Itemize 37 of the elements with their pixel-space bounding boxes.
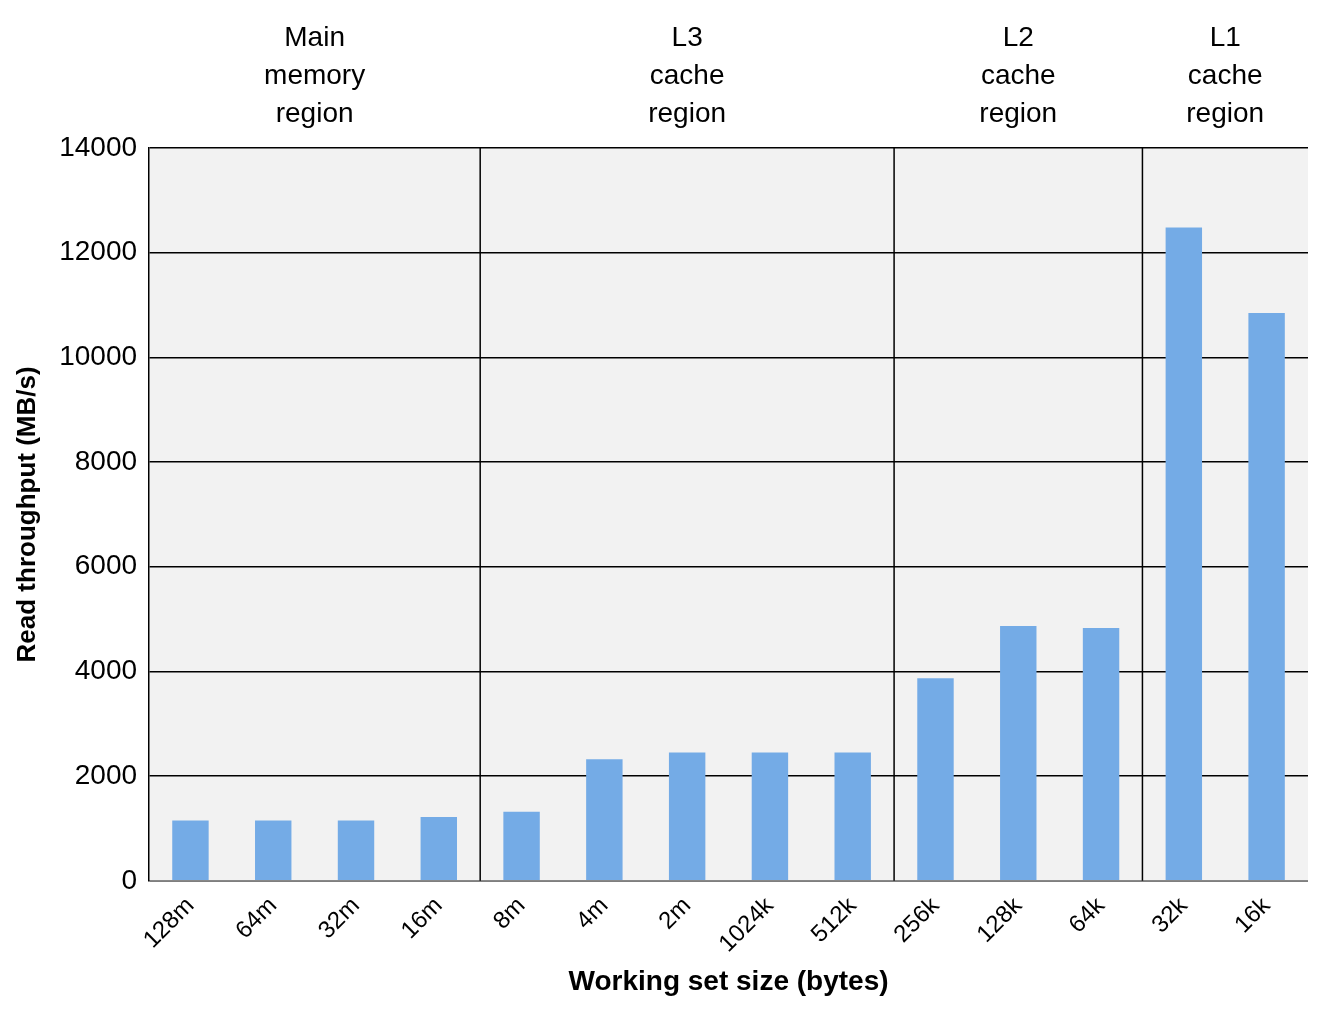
y-tick-label: 12000 (59, 235, 138, 267)
bar (751, 752, 789, 881)
bar (255, 820, 292, 881)
bar (1248, 312, 1285, 881)
y-axis-title: Read throughput (MB/s) (10, 366, 41, 663)
x-tick-label: 16m (394, 891, 448, 944)
y-tick-label: 14000 (59, 130, 138, 162)
x-tick-label: 4m (569, 891, 613, 934)
y-tick-label: 10000 (59, 340, 138, 372)
bar (917, 678, 954, 881)
x-tick-label: 64m (229, 891, 282, 944)
bar (172, 820, 209, 881)
x-tick-label: 64k (1062, 890, 1110, 938)
bar (1000, 625, 1037, 881)
y-tick-label: 0 (121, 863, 138, 895)
bar (420, 816, 458, 881)
x-tick-label: 32k (1145, 890, 1193, 938)
y-tick-label: 2000 (74, 758, 138, 790)
x-tick-label: 8m (487, 891, 530, 934)
y-tick-label: 6000 (74, 549, 138, 581)
bar (834, 752, 871, 881)
x-tick-label: 16k (1228, 890, 1276, 938)
bar (668, 752, 706, 881)
y-tick-label: 8000 (74, 444, 138, 476)
band-label: L1 cache region (1186, 20, 1265, 128)
bar (1082, 627, 1120, 881)
bar (337, 820, 375, 881)
x-axis-title: Working set size (bytes) (568, 964, 889, 996)
bar (1165, 227, 1203, 881)
y-tick-label: 4000 (74, 654, 138, 686)
x-tick-label: 32m (312, 891, 365, 944)
bar (503, 811, 540, 881)
x-tick-label: 2m (652, 891, 696, 934)
band-label: L3 cache region (648, 20, 727, 128)
bar (586, 759, 623, 881)
band-label: Main memory region (264, 20, 366, 128)
band-label: L2 cache region (979, 20, 1058, 128)
